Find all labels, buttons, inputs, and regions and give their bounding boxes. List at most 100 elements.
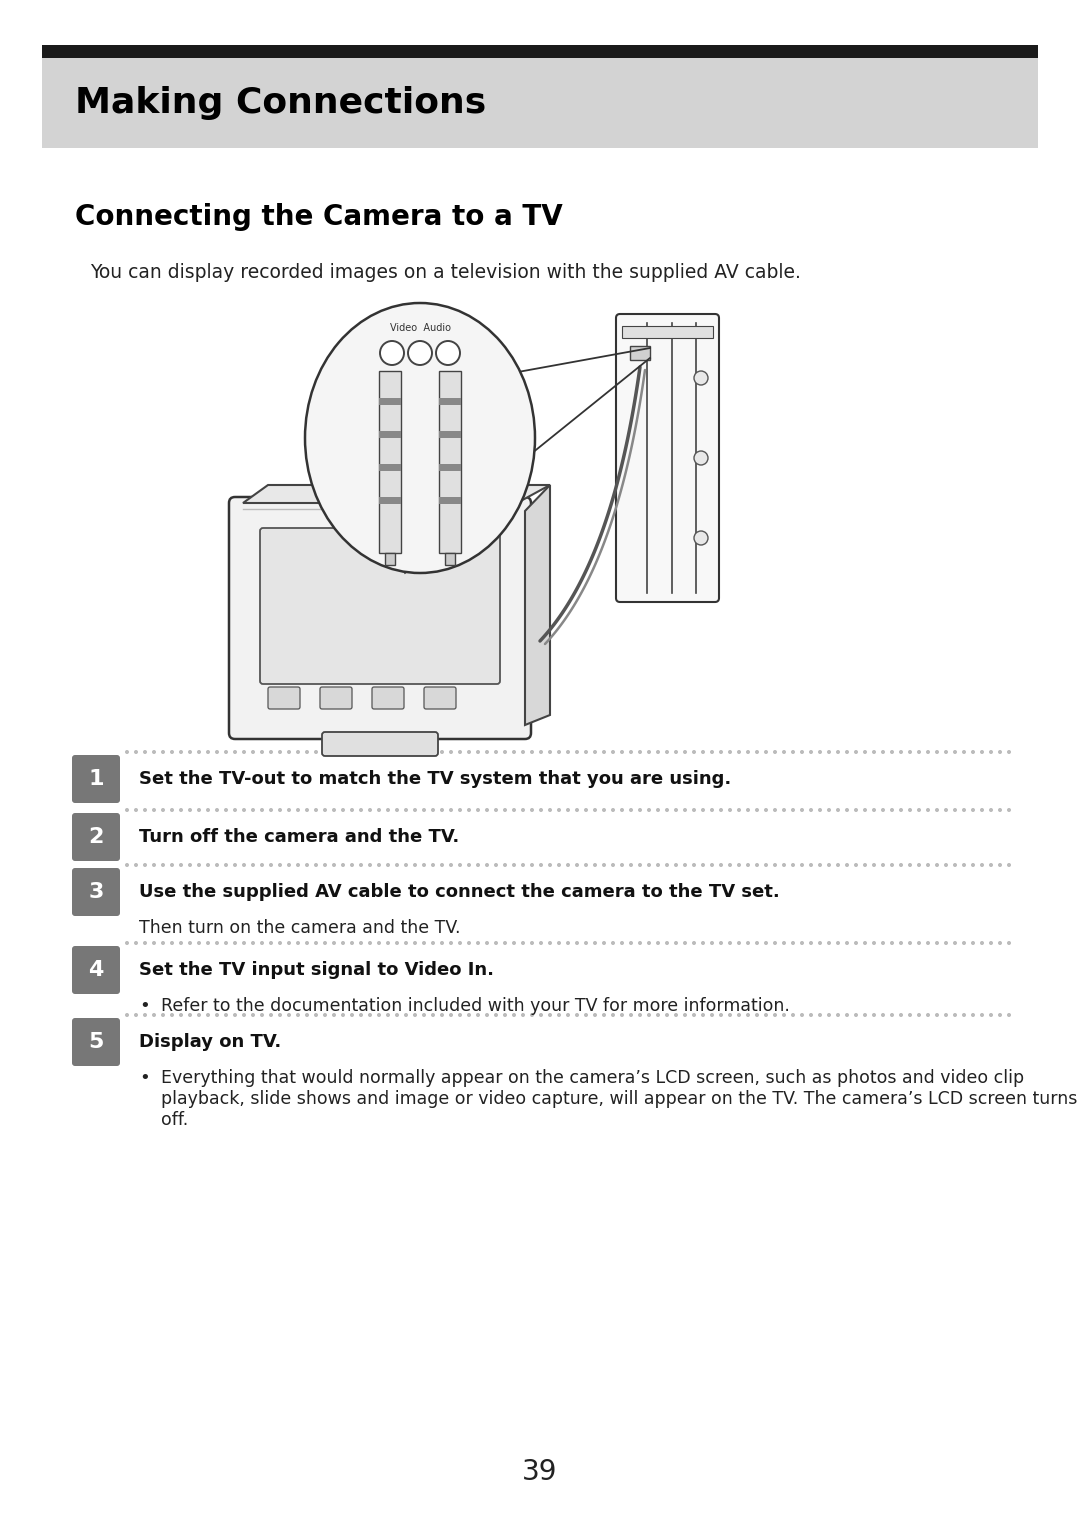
- Circle shape: [810, 942, 812, 944]
- Circle shape: [756, 942, 758, 944]
- Circle shape: [225, 1014, 227, 1017]
- Circle shape: [900, 1014, 902, 1017]
- Circle shape: [927, 864, 929, 866]
- Circle shape: [441, 751, 443, 753]
- Circle shape: [702, 809, 704, 811]
- Circle shape: [756, 864, 758, 866]
- Circle shape: [1008, 1014, 1010, 1017]
- Circle shape: [935, 809, 939, 811]
- Circle shape: [144, 942, 146, 944]
- Circle shape: [999, 942, 1001, 944]
- Circle shape: [324, 942, 326, 944]
- Circle shape: [252, 1014, 254, 1017]
- Circle shape: [962, 864, 966, 866]
- Circle shape: [179, 942, 183, 944]
- Circle shape: [594, 751, 596, 753]
- Circle shape: [756, 751, 758, 753]
- Circle shape: [297, 809, 299, 811]
- Circle shape: [287, 809, 291, 811]
- Circle shape: [694, 450, 708, 466]
- Circle shape: [881, 864, 885, 866]
- Circle shape: [908, 809, 912, 811]
- Circle shape: [675, 1014, 677, 1017]
- Circle shape: [449, 864, 453, 866]
- Circle shape: [441, 864, 443, 866]
- Circle shape: [981, 751, 983, 753]
- Circle shape: [773, 942, 777, 944]
- Circle shape: [351, 1014, 353, 1017]
- Circle shape: [422, 942, 426, 944]
- Circle shape: [864, 942, 866, 944]
- Circle shape: [972, 751, 974, 753]
- Circle shape: [576, 942, 578, 944]
- Circle shape: [395, 864, 399, 866]
- Circle shape: [549, 942, 551, 944]
- Circle shape: [711, 751, 713, 753]
- Text: 1: 1: [89, 770, 104, 789]
- Circle shape: [260, 751, 264, 753]
- Circle shape: [279, 864, 281, 866]
- Circle shape: [638, 751, 642, 753]
- Circle shape: [270, 864, 272, 866]
- Circle shape: [800, 751, 804, 753]
- Circle shape: [702, 864, 704, 866]
- Circle shape: [144, 809, 146, 811]
- Text: Set the TV input signal to Video In.: Set the TV input signal to Video In.: [139, 960, 494, 979]
- Text: Display on TV.: Display on TV.: [139, 1032, 281, 1051]
- Circle shape: [846, 864, 848, 866]
- Circle shape: [260, 1014, 264, 1017]
- Circle shape: [243, 809, 245, 811]
- Circle shape: [260, 864, 264, 866]
- Circle shape: [432, 942, 434, 944]
- Circle shape: [891, 1014, 893, 1017]
- Circle shape: [341, 751, 345, 753]
- Polygon shape: [243, 486, 550, 502]
- Circle shape: [380, 341, 404, 365]
- Circle shape: [846, 809, 848, 811]
- Circle shape: [125, 1014, 129, 1017]
- Circle shape: [999, 751, 1001, 753]
- Circle shape: [584, 864, 588, 866]
- Circle shape: [648, 1014, 650, 1017]
- Circle shape: [405, 1014, 407, 1017]
- Circle shape: [873, 751, 875, 753]
- Polygon shape: [525, 486, 550, 725]
- Circle shape: [549, 1014, 551, 1017]
- Circle shape: [522, 751, 524, 753]
- Circle shape: [225, 864, 227, 866]
- Circle shape: [873, 942, 875, 944]
- Circle shape: [557, 751, 561, 753]
- Circle shape: [927, 809, 929, 811]
- Circle shape: [378, 864, 380, 866]
- Circle shape: [530, 809, 534, 811]
- Circle shape: [189, 864, 191, 866]
- Circle shape: [449, 1014, 453, 1017]
- Circle shape: [414, 942, 416, 944]
- Circle shape: [152, 1014, 156, 1017]
- Text: Set the TV-out to match the TV system that you are using.: Set the TV-out to match the TV system th…: [139, 770, 731, 788]
- Circle shape: [783, 751, 785, 753]
- Circle shape: [692, 809, 696, 811]
- Circle shape: [540, 1014, 542, 1017]
- Circle shape: [422, 751, 426, 753]
- Circle shape: [962, 809, 966, 811]
- Circle shape: [432, 751, 434, 753]
- Text: Turn off the camera and the TV.: Turn off the camera and the TV.: [139, 828, 459, 846]
- Circle shape: [486, 751, 488, 753]
- Circle shape: [125, 942, 129, 944]
- Circle shape: [522, 1014, 524, 1017]
- Circle shape: [783, 809, 785, 811]
- Circle shape: [954, 864, 956, 866]
- Circle shape: [341, 864, 345, 866]
- Circle shape: [603, 809, 605, 811]
- Circle shape: [694, 371, 708, 385]
- Circle shape: [198, 864, 200, 866]
- Circle shape: [999, 864, 1001, 866]
- Bar: [379, 399, 401, 405]
- Circle shape: [621, 809, 623, 811]
- Circle shape: [432, 864, 434, 866]
- Circle shape: [486, 942, 488, 944]
- Circle shape: [540, 942, 542, 944]
- Circle shape: [351, 942, 353, 944]
- Circle shape: [503, 809, 507, 811]
